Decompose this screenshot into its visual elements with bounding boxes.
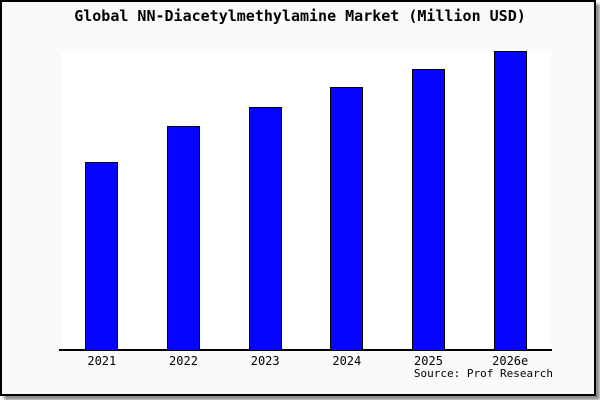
bar-2026e xyxy=(493,51,527,351)
source-credit: Source: Prof Research xyxy=(413,367,553,380)
bar-2024 xyxy=(330,87,364,351)
bar-2025 xyxy=(412,69,445,351)
x-tick-label-2025: 2025 xyxy=(414,354,443,368)
bar-2023 xyxy=(248,106,282,351)
bar-2022 xyxy=(167,126,200,351)
x-tick-label-2023: 2023 xyxy=(250,354,280,368)
x-tick-label-2022: 2022 xyxy=(169,354,198,368)
chart-title: Global NN-Diacetylmethylamine Market (Mi… xyxy=(74,7,526,25)
x-axis-line xyxy=(59,349,552,351)
bar-2021 xyxy=(85,162,119,351)
x-tick-label-2026e: 2026e xyxy=(492,354,529,368)
x-tick-label-2021: 2021 xyxy=(87,354,117,368)
x-tick-label-2024: 2024 xyxy=(332,354,362,368)
plot-area xyxy=(61,51,551,351)
